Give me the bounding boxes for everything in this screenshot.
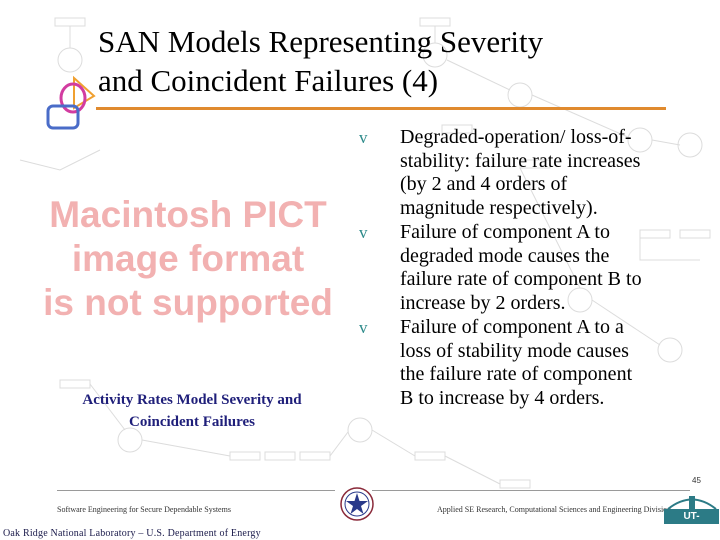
bullet-item: v Failure of component A to degraded mod… xyxy=(357,221,697,315)
bullet-line: Failure of component A to a xyxy=(400,316,624,338)
footer-rule-left xyxy=(57,490,335,491)
page-number: 45 xyxy=(692,476,701,485)
title-underline xyxy=(96,107,666,110)
doe-star-emblem-icon xyxy=(340,487,374,521)
slide-title-line2: and Coincident Failures (4) xyxy=(98,63,439,98)
ut-battelle-logo: UT-BATTELLE xyxy=(664,492,720,537)
footer-left-text: Software Engineering for Secure Dependab… xyxy=(57,505,231,514)
bullet-line: (by 2 and 4 orders of xyxy=(400,173,568,195)
placeholder-line2: image format xyxy=(71,238,305,279)
bullet-line: stability: failure rate increases xyxy=(400,149,641,172)
ut-battelle-wordmark: UT-BATTELLE xyxy=(664,509,719,537)
unsupported-image-placeholder: Macintosh PICT image format is not suppo… xyxy=(12,193,364,325)
diamond-bullet-icon: v xyxy=(359,223,368,242)
bullet-line: degraded mode causes the xyxy=(400,244,610,267)
bullet-line: increase by 2 orders. xyxy=(400,291,566,314)
overlapping-shapes-logo-icon xyxy=(46,75,96,130)
slide-title: SAN Models Representing Severity and Coi… xyxy=(98,22,698,100)
placeholder-line1: Macintosh PICT xyxy=(49,194,327,235)
footer-rule-right xyxy=(372,490,690,491)
slide-title-line1: SAN Models Representing Severity xyxy=(98,24,544,59)
diamond-bullet-icon: v xyxy=(359,318,368,337)
bullet-item: v Failure of component A to a loss of st… xyxy=(357,316,697,410)
bullet-line: failure rate of component B to xyxy=(400,268,642,290)
figure-caption-line2: Coincident Failures xyxy=(129,414,255,430)
bullet-list: v Degraded-operation/ loss-of- stability… xyxy=(357,126,697,411)
figure-caption-line1: Activity Rates Model Severity and xyxy=(82,392,302,408)
lab-name: Oak Ridge National Laboratory – U.S. Dep… xyxy=(3,528,261,539)
bullet-line: magnitude respectively). xyxy=(400,196,598,219)
bullet-line: Degraded-operation/ loss-of- xyxy=(400,126,632,148)
bullet-line: loss of stability mode causes xyxy=(400,339,629,362)
figure-caption: Activity Rates Model Severity and Coinci… xyxy=(52,389,332,433)
bullet-item: v Degraded-operation/ loss-of- stability… xyxy=(357,126,697,220)
ut-battelle-tower-icon xyxy=(667,496,717,510)
placeholder-line3: is not supported xyxy=(43,282,333,323)
footer-right-text: Applied SE Research, Computational Scien… xyxy=(437,505,672,514)
diamond-bullet-icon: v xyxy=(359,128,368,147)
bullet-line: B to increase by 4 orders. xyxy=(400,386,605,409)
bullet-line: Failure of component A to xyxy=(400,221,610,243)
bullet-line: the failure rate of component xyxy=(400,363,633,385)
